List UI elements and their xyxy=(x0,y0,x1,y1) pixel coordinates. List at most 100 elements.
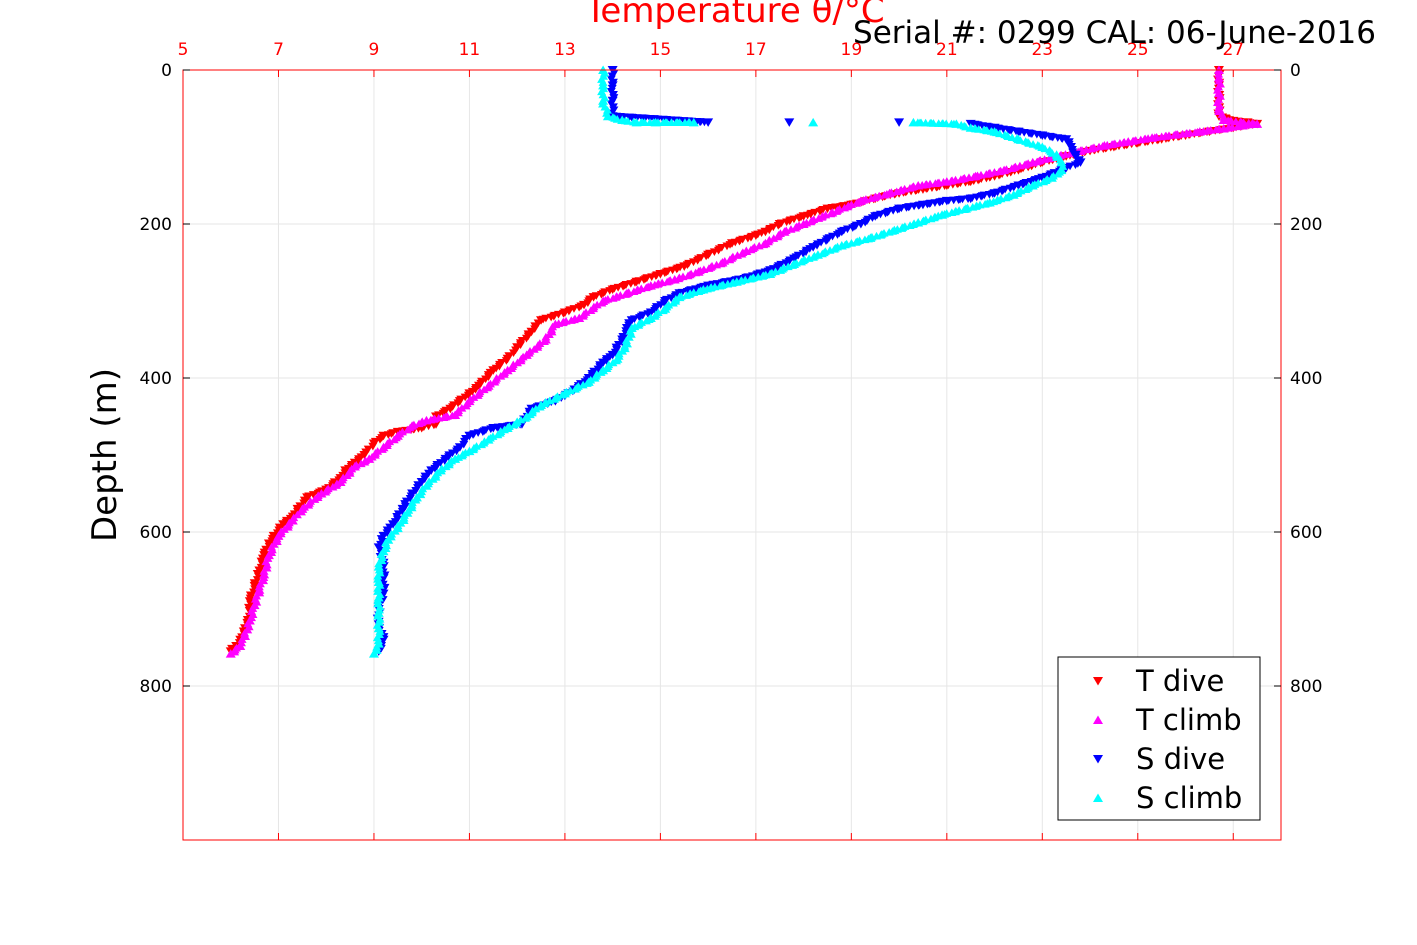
legend-marker xyxy=(1093,715,1103,724)
data-point xyxy=(535,339,545,347)
top-axis-ticks: 5 7 9 11 13 15 17 19 21 23 25 27 xyxy=(178,40,1244,840)
legend-entry: S climb xyxy=(1093,781,1242,815)
legend-label: S climb xyxy=(1136,781,1242,815)
data-point xyxy=(531,404,541,413)
data-point xyxy=(453,399,463,408)
y-tick-label-left: 200 xyxy=(140,215,172,235)
data-point xyxy=(525,347,535,355)
data-point xyxy=(385,437,395,446)
data-point xyxy=(656,301,666,309)
data-point xyxy=(440,457,450,465)
data-point xyxy=(604,360,614,369)
legend-entry: T climb xyxy=(1093,703,1242,737)
chart-title: Temperature θ/°C xyxy=(584,0,884,31)
data-point xyxy=(521,334,531,343)
data-point xyxy=(375,436,385,444)
x-tick-label: 7 xyxy=(273,40,284,60)
x-tick-label: 13 xyxy=(554,40,576,60)
data-point xyxy=(659,299,669,307)
data-point xyxy=(586,375,596,384)
data-point xyxy=(502,365,513,375)
series-s-dive xyxy=(372,66,1086,656)
data-point xyxy=(436,459,446,467)
data-point xyxy=(1048,171,1058,180)
x-tick-label: 25 xyxy=(1127,40,1149,60)
data-point xyxy=(405,495,415,503)
legend-entry: S dive xyxy=(1093,742,1225,776)
legend-box xyxy=(1057,656,1261,821)
data-point xyxy=(397,507,407,516)
y-axis-label: Depth (m) xyxy=(85,368,125,542)
data-point xyxy=(496,372,506,380)
data-point xyxy=(598,365,609,375)
data-point xyxy=(784,118,795,127)
x-tick-label: 27 xyxy=(1222,40,1244,60)
x-tick-label: 23 xyxy=(1031,40,1053,60)
legend-label: T dive xyxy=(1135,664,1224,698)
data-point xyxy=(501,357,511,365)
data-point xyxy=(645,313,656,322)
data-point xyxy=(279,525,289,533)
data-point xyxy=(521,412,532,421)
data-point xyxy=(703,118,714,127)
data-point xyxy=(457,403,467,412)
data-point xyxy=(664,300,674,309)
legend-label: S dive xyxy=(1136,742,1225,776)
legend-label: T climb xyxy=(1135,703,1242,737)
data-point xyxy=(481,375,491,384)
y-tick-label-right: 200 xyxy=(1290,215,1322,235)
x-tick-label: 9 xyxy=(369,40,380,60)
x-tick-label: 19 xyxy=(841,40,863,60)
plot-frame xyxy=(182,69,1282,841)
y-tick-label-right: 800 xyxy=(1290,677,1322,697)
serial-annotation: Serial #: 0299 CAL: 06-June-2016 xyxy=(853,15,1376,51)
x-tick-label: 15 xyxy=(650,40,672,60)
data-point xyxy=(397,427,407,436)
y-tick-label-left: 400 xyxy=(140,369,172,389)
data-point xyxy=(368,442,378,451)
data-point xyxy=(300,502,310,511)
data-point xyxy=(512,358,522,367)
y-tick-label-left: 0 xyxy=(161,61,172,81)
data-point xyxy=(592,370,602,378)
legend-marker xyxy=(1093,755,1103,764)
y-tick-label-right: 600 xyxy=(1290,523,1322,543)
y-tick-label-right: 400 xyxy=(1290,369,1322,389)
x-tick-label: 21 xyxy=(936,40,958,60)
data-point xyxy=(338,473,348,482)
data-point xyxy=(593,365,603,374)
x-tick-label: 11 xyxy=(459,40,481,60)
y-tick-label-left: 800 xyxy=(140,677,172,697)
data-point xyxy=(460,393,470,402)
y-tick-label-right: 0 xyxy=(1290,61,1301,81)
data-point xyxy=(508,360,518,369)
data-point xyxy=(588,293,599,302)
data-point xyxy=(424,477,434,485)
series-t-climb xyxy=(225,65,1263,658)
legend-marker xyxy=(1093,793,1103,802)
legend-marker xyxy=(1093,677,1103,686)
data-point xyxy=(908,117,919,127)
data-point xyxy=(574,313,585,322)
data-point xyxy=(437,464,447,473)
data-point xyxy=(492,373,502,382)
data-point xyxy=(475,387,485,396)
legend-entry: T dive xyxy=(1093,664,1224,698)
x-tick-label: 5 xyxy=(178,40,189,60)
series-s-climb xyxy=(368,65,1068,658)
data-series xyxy=(225,65,1263,658)
x-tick-label: 17 xyxy=(745,40,767,60)
data-point xyxy=(469,393,479,401)
data-point xyxy=(373,447,383,455)
data-point xyxy=(808,117,819,127)
data-point xyxy=(529,345,539,353)
data-point xyxy=(447,449,457,458)
data-point xyxy=(485,379,495,388)
y-axis-ticks: 0 0 200 200 400 400 600 600 800 800 xyxy=(140,61,1323,697)
data-point xyxy=(894,118,905,127)
data-point xyxy=(509,349,519,358)
legend: T dive T climb S dive S climb xyxy=(1057,656,1261,821)
data-point xyxy=(292,510,302,519)
y-tick-label-left: 600 xyxy=(140,523,172,543)
